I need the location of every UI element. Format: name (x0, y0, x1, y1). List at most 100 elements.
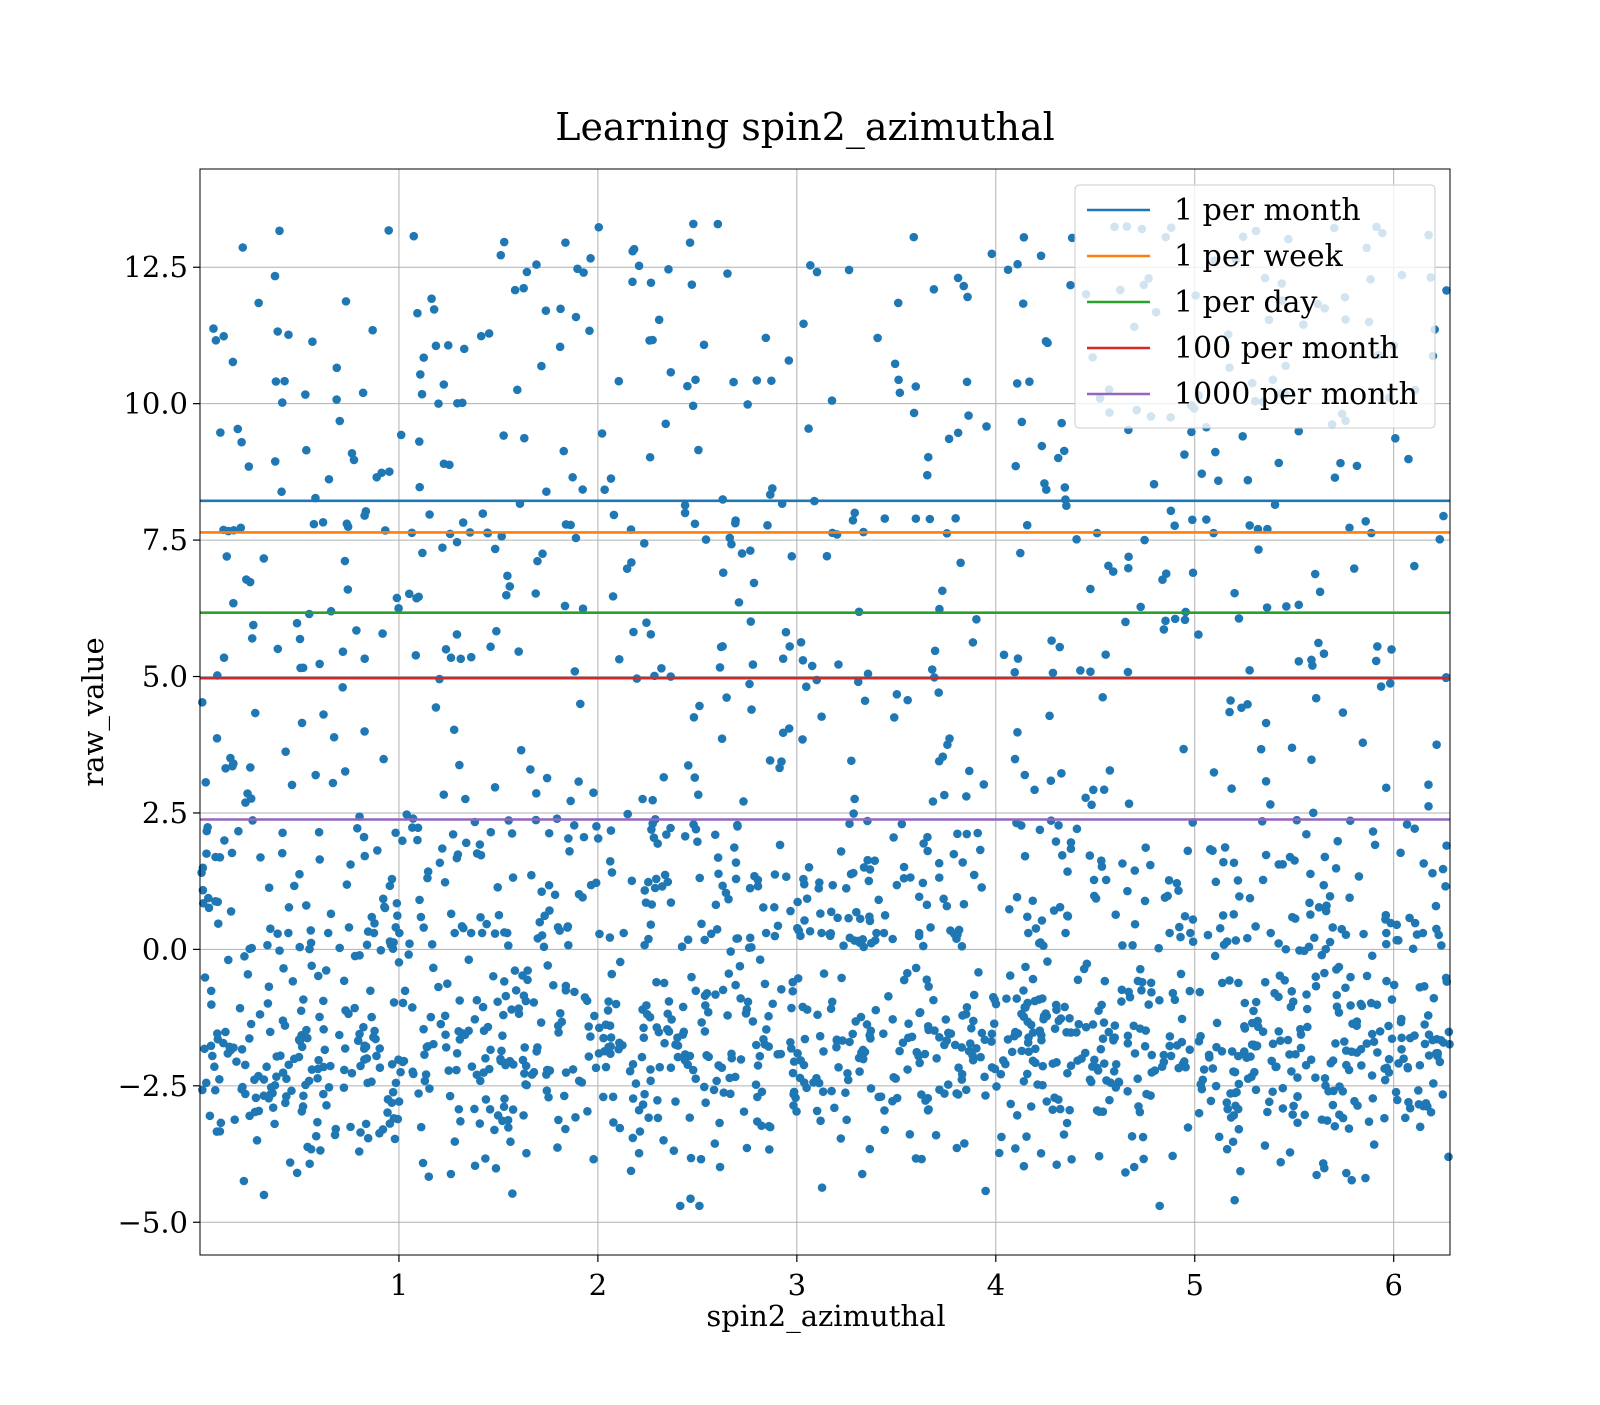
scatter-point (1415, 1060, 1425, 1070)
scatter-point (514, 647, 523, 656)
scatter-point (1043, 957, 1052, 966)
scatter-point (1268, 1039, 1278, 1049)
y-tick-label: 5.0 (142, 660, 188, 694)
scatter-point (434, 982, 443, 992)
scatter-point (1188, 915, 1198, 924)
scatter-point (888, 1096, 897, 1106)
scatter-point (263, 999, 273, 1008)
scatter-point (240, 952, 249, 961)
scatter-point (606, 474, 616, 483)
scatter-point (1130, 1049, 1140, 1058)
scatter-point (1170, 614, 1180, 624)
scatter-point (1161, 616, 1170, 626)
scatter-point (531, 789, 541, 798)
scatter-point (777, 757, 786, 766)
scatter-point (296, 663, 305, 673)
scatter-point (1428, 868, 1437, 878)
scatter-point (256, 853, 265, 862)
scatter-point (1362, 1039, 1372, 1048)
scatter-point (320, 1045, 330, 1055)
scatter-point (526, 765, 535, 774)
scatter-point (776, 1049, 786, 1059)
scatter-point (626, 1166, 636, 1176)
scatter-point (375, 1129, 384, 1138)
scatter-point (456, 654, 466, 664)
scatter-point (1037, 916, 1047, 925)
scatter-point (906, 873, 915, 882)
scatter-point (992, 1082, 1001, 1091)
scatter-point (1028, 896, 1038, 906)
scatter-point (1266, 800, 1275, 809)
scatter-point (284, 903, 294, 912)
scatter-point (1174, 886, 1183, 895)
scatter-point (429, 305, 439, 314)
scatter-point (1024, 1033, 1033, 1042)
scatter-point (1420, 1020, 1429, 1029)
scatter-point (1320, 1073, 1330, 1083)
scatter-point (1426, 1107, 1436, 1117)
scatter-point (646, 278, 656, 288)
scatter-point (1305, 898, 1314, 908)
scatter-point (1195, 987, 1205, 997)
scatter-point (548, 980, 558, 990)
scatter-point (609, 1118, 618, 1127)
scatter-point (1230, 1067, 1240, 1077)
scatter-point (759, 903, 768, 912)
scatter-point (660, 870, 670, 880)
scatter-point (666, 672, 676, 681)
scatter-point (1117, 997, 1126, 1006)
scatter-point (499, 977, 509, 986)
scatter-point (731, 874, 741, 884)
scatter-point (765, 1122, 775, 1132)
scatter-point (1098, 1034, 1108, 1044)
scatter-point (899, 862, 909, 872)
scatter-point (387, 1059, 397, 1069)
scatter-point (369, 1032, 378, 1042)
scatter-point (690, 519, 700, 529)
scatter-point (1331, 1039, 1340, 1048)
scatter-point (319, 1089, 328, 1099)
scatter-point (1003, 265, 1013, 275)
scatter-point (287, 1086, 296, 1096)
scatter-point (198, 863, 208, 873)
scatter-point (1205, 1053, 1214, 1062)
scatter-point (556, 304, 565, 314)
scatter-point (1382, 928, 1391, 938)
scatter-point (788, 986, 798, 996)
scatter-point (689, 820, 698, 829)
scatter-point (498, 1031, 507, 1040)
y-tick-label: 0.0 (142, 932, 188, 966)
scatter-point (387, 874, 397, 884)
scatter-point (1135, 1024, 1145, 1033)
scatter-point (219, 653, 229, 662)
scatter-point (1373, 1048, 1382, 1057)
scatter-point (302, 1025, 311, 1035)
scatter-point (998, 1056, 1008, 1065)
scatter-point (1086, 584, 1095, 594)
scatter-point (1436, 941, 1446, 950)
scatter-point (1405, 1033, 1415, 1043)
scatter-point (1165, 1032, 1175, 1041)
scatter-point (446, 1169, 456, 1179)
scatter-point (413, 308, 422, 318)
scatter-point (1188, 515, 1197, 525)
scatter-point (922, 470, 932, 480)
scatter-point (1233, 1051, 1243, 1061)
scatter-point (1235, 892, 1244, 901)
scatter-point (1263, 1107, 1272, 1117)
scatter-point (486, 642, 495, 652)
scatter-point (757, 1121, 766, 1131)
scatter-point (903, 695, 912, 705)
scatter-point (1212, 1018, 1222, 1028)
scatter-point (1270, 500, 1280, 510)
scatter-point (653, 1095, 662, 1105)
scatter-point (245, 1034, 254, 1043)
scatter-point (631, 1079, 641, 1088)
scatter-point (1211, 877, 1221, 887)
scatter-point (889, 713, 899, 722)
scatter-point (1226, 1113, 1236, 1122)
scatter-point (486, 827, 496, 837)
scatter-point (1274, 939, 1283, 948)
scatter-point (497, 532, 507, 541)
